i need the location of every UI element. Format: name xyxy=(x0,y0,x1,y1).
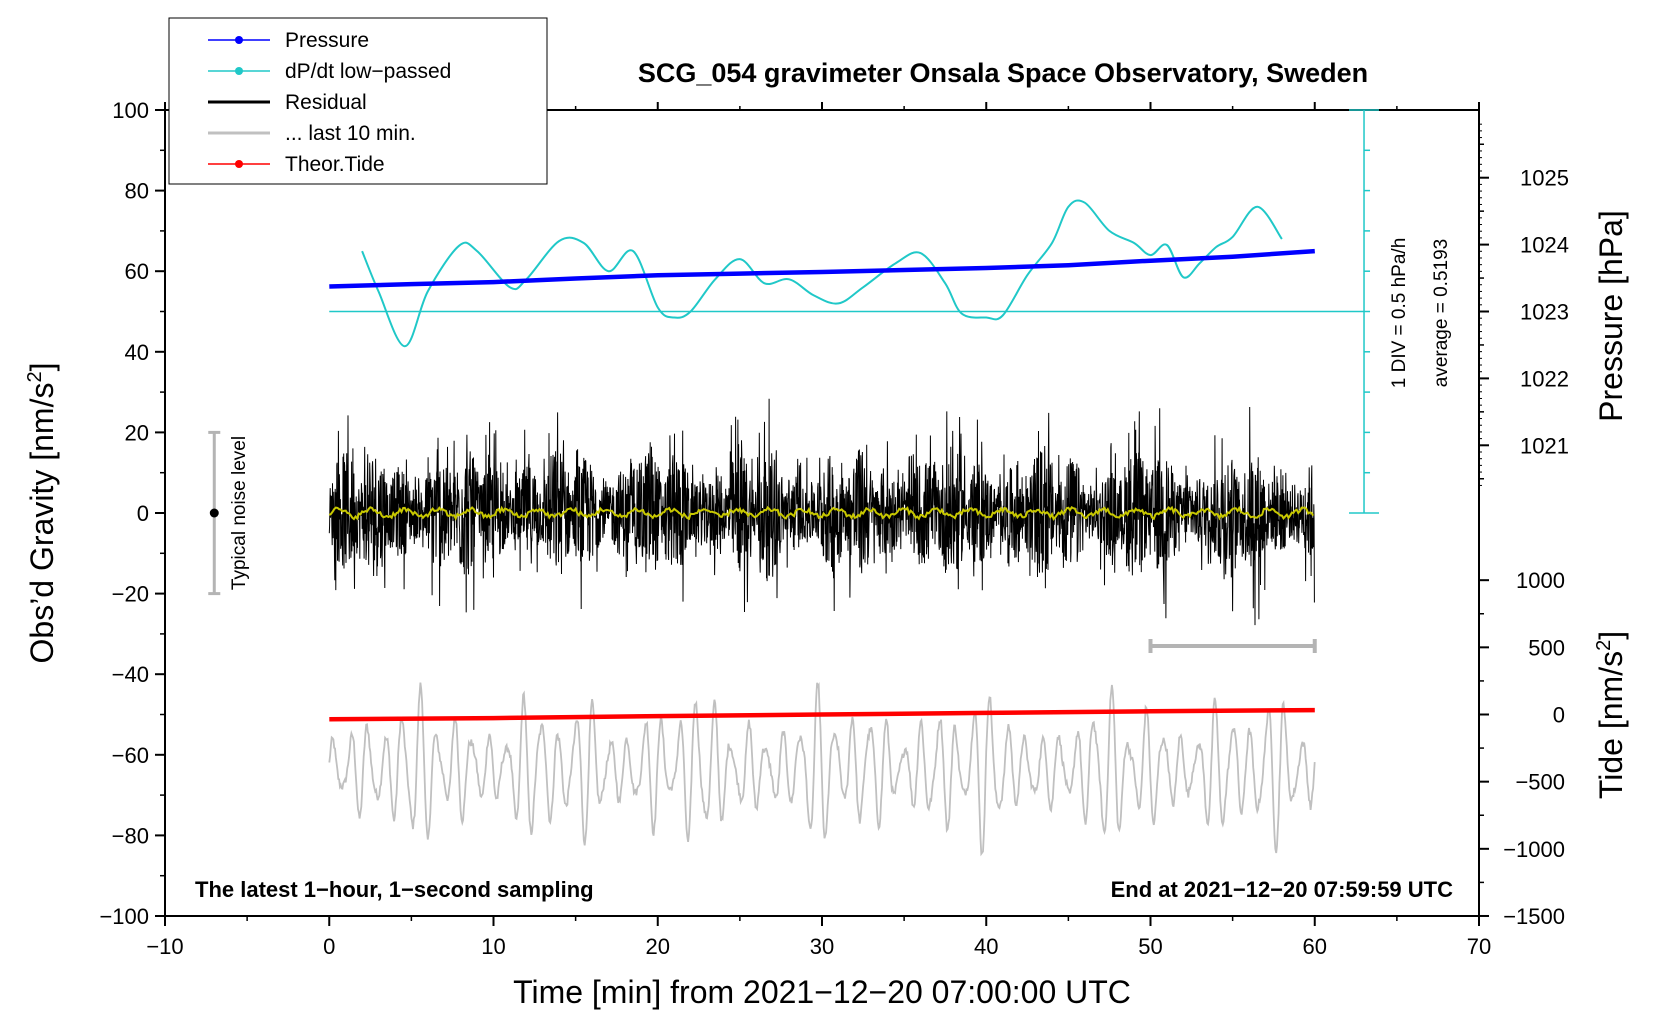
y-tick-label: 80 xyxy=(125,179,149,204)
y-tick-label: 0 xyxy=(137,501,149,526)
legend-marker xyxy=(235,160,243,168)
legend-label: Residual xyxy=(285,91,367,114)
y-tick-label: −100 xyxy=(99,904,149,929)
tide-tick-label: 500 xyxy=(1528,635,1565,660)
legend-marker xyxy=(235,67,243,75)
series-residual-lowpassed xyxy=(328,505,1314,521)
legend-label: ... last 10 min. xyxy=(285,122,416,145)
tide-tick-label: −500 xyxy=(1515,770,1565,795)
axes-layer: −10 0 10 20 30 40 50 60 70−100−80−60−40−20020406… xyxy=(99,98,1569,959)
legend-label: dP/dt low−passed xyxy=(285,60,451,83)
pressure-tick-label: 1023 xyxy=(1520,300,1569,325)
y-axis-title-superscript: 2 xyxy=(24,371,46,382)
series-pressure xyxy=(329,248,1315,289)
y-tick-label: 100 xyxy=(112,98,149,123)
tide-axis-title-close: ] xyxy=(1593,631,1629,640)
tide-axis-title-superscript: 2 xyxy=(1593,640,1615,651)
x-tick-label: 60 xyxy=(1303,934,1327,959)
series-layer xyxy=(328,199,1365,857)
x-tick-label: 30 xyxy=(810,934,834,959)
tide-tick-label: 1000 xyxy=(1516,568,1565,593)
x-tick-label: −10 xyxy=(146,934,183,959)
pressure-axis-title: Pressure [hPa] xyxy=(1593,210,1629,422)
x-tick-label: 20 xyxy=(646,934,670,959)
y-tick-label: −20 xyxy=(112,582,149,607)
pressure-tick-label: 1025 xyxy=(1520,166,1569,191)
noise-level-label: Typical noise level xyxy=(229,436,250,590)
chart-title: SCG_054 gravimeter Onsala Space Observat… xyxy=(638,58,1368,88)
y-axis-title: Obs’d Gravity [nm/s2] xyxy=(24,363,60,664)
x-tick-label: 0 xyxy=(323,934,335,959)
legend-label: Pressure xyxy=(285,29,369,52)
tide-axis-title-main: Tide [nm/s xyxy=(1593,651,1629,799)
y-tick-label: 20 xyxy=(125,420,149,445)
pressure-tick-label: 1022 xyxy=(1520,366,1569,391)
sampling-note: The latest 1−hour, 1−second sampling xyxy=(195,877,594,902)
x-tick-label: 10 xyxy=(481,934,505,959)
average-note: average = 0.5193 xyxy=(1431,239,1452,387)
x-tick-label: 50 xyxy=(1138,934,1162,959)
noise-center-dot xyxy=(209,508,219,518)
y-tick-label: −40 xyxy=(112,662,149,687)
x-axis-title: Time [min] from 2021−12−20 07:00:00 UTC xyxy=(513,974,1131,1010)
y-axis-title-close: ] xyxy=(24,363,60,372)
pressure-tick-label: 1021 xyxy=(1520,433,1569,458)
y-axis-title-main: Obs’d Gravity [nm/s xyxy=(24,383,60,664)
series-theor-tide xyxy=(329,707,1315,722)
y-tick-label: 40 xyxy=(125,340,149,365)
y-tick-label: −80 xyxy=(112,823,149,848)
end-time-note: End at 2021−12−20 07:59:59 UTC xyxy=(1111,877,1454,902)
series-residual xyxy=(328,398,1315,626)
pressure-tick-label: 1024 xyxy=(1520,233,1569,258)
x-tick-label: 40 xyxy=(974,934,998,959)
annotation-layer xyxy=(208,109,1380,653)
legend-label: Theor.Tide xyxy=(285,153,385,176)
series-dpdt-lowpassed xyxy=(361,199,1283,348)
legend-marker xyxy=(235,36,243,44)
tide-tick-label: −1000 xyxy=(1503,837,1565,862)
x-tick-label: 70 xyxy=(1467,934,1491,959)
y-tick-label: −60 xyxy=(112,743,149,768)
tide-axis-title: Tide [nm/s2] xyxy=(1593,631,1629,799)
tide-tick-label: 0 xyxy=(1553,703,1565,728)
y-tick-label: 60 xyxy=(125,259,149,284)
series-last-10-min xyxy=(328,681,1316,857)
legend: Pressure dP/dt low−passed Residual ... last… xyxy=(168,17,548,185)
div-note: 1 DIV = 0.5 hPa/h xyxy=(1389,238,1410,389)
tide-tick-label: −1500 xyxy=(1503,904,1565,929)
